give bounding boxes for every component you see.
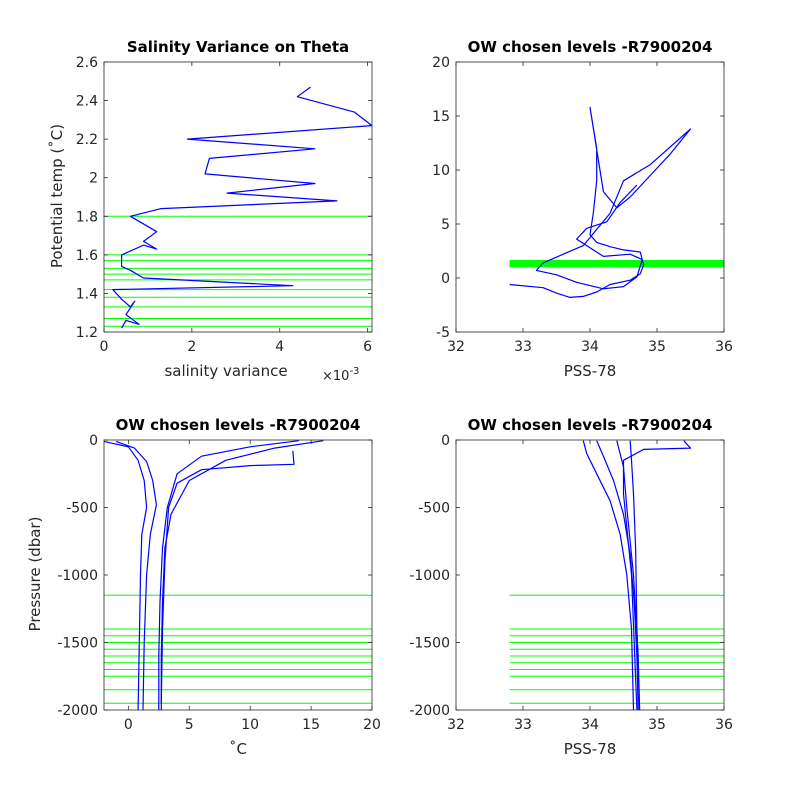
x-axis-label: ˚C bbox=[229, 740, 247, 758]
x-exponent-base: ×10 bbox=[322, 369, 349, 384]
y-tick-label: 5 bbox=[441, 217, 450, 233]
x-tick-label: 33 bbox=[514, 339, 532, 355]
profile-line bbox=[160, 440, 324, 710]
x-tick-label: 32 bbox=[447, 717, 465, 733]
y-tick-label: 1.6 bbox=[76, 248, 98, 264]
x-tick-label: 35 bbox=[648, 717, 666, 733]
y-tick-label: 2.2 bbox=[76, 132, 98, 148]
panel-salinity-pressure: OW chosen levels -R7900204 PSS-78 32 33 34… bbox=[409, 416, 733, 758]
chosen-levels bbox=[104, 215, 372, 327]
series-group bbox=[104, 440, 324, 710]
x-tick-label: 6 bbox=[363, 339, 372, 355]
y-tick-label: -1000 bbox=[409, 568, 450, 584]
y-tick-label: -500 bbox=[418, 501, 450, 517]
panel-temperature-pressure: OW chosen levels -R7900204 ˚C Pressure (… bbox=[26, 416, 381, 758]
x-tick-label: 34 bbox=[581, 717, 599, 733]
x-tick-label: 33 bbox=[514, 717, 532, 733]
x-axis-label: PSS-78 bbox=[564, 362, 617, 380]
x-tick-label: 32 bbox=[447, 339, 465, 355]
series-group bbox=[112, 86, 372, 329]
x-tick-label: 36 bbox=[715, 339, 733, 355]
axes-box bbox=[103, 61, 373, 333]
x-axis-label: PSS-78 bbox=[564, 740, 617, 758]
x-exponent-label: ×10-3 bbox=[322, 366, 359, 384]
y-tick-label: 2.4 bbox=[76, 94, 98, 110]
profile-line bbox=[596, 440, 639, 710]
profile-line bbox=[104, 440, 148, 710]
y-tick-label: 2 bbox=[89, 171, 98, 187]
x-tick-label: 35 bbox=[648, 339, 666, 355]
series-group bbox=[582, 440, 692, 710]
profile-line bbox=[509, 106, 692, 298]
y-tick-label: 0 bbox=[441, 433, 450, 449]
profile-line bbox=[115, 440, 157, 710]
y-tick-label: 1.2 bbox=[76, 325, 98, 341]
profile-line bbox=[160, 450, 295, 704]
y-tick-label: 0 bbox=[441, 271, 450, 287]
panel-title: OW chosen levels -R7900204 bbox=[468, 38, 713, 56]
y-tick-label: -1500 bbox=[57, 636, 98, 652]
y-tick-label: -2000 bbox=[409, 703, 450, 719]
panel-title: Salinity Variance on Theta bbox=[127, 38, 349, 56]
x-tick-label: 0 bbox=[124, 717, 133, 733]
profile-line bbox=[622, 440, 692, 710]
chosen-levels bbox=[104, 594, 372, 704]
panel-title: OW chosen levels -R7900204 bbox=[116, 416, 361, 434]
y-tick-label: -2000 bbox=[57, 703, 98, 719]
x-tick-label: 20 bbox=[363, 717, 381, 733]
y-tick-label: 10 bbox=[432, 163, 450, 179]
x-tick-label: 15 bbox=[302, 717, 320, 733]
x-tick-label: 0 bbox=[100, 339, 109, 355]
y-tick-label: -1000 bbox=[57, 568, 98, 584]
x-axis-label: salinity variance bbox=[164, 362, 287, 380]
y-tick-label: -5 bbox=[436, 325, 450, 341]
y-tick-label: 15 bbox=[432, 109, 450, 125]
y-tick-label: 1.4 bbox=[76, 286, 98, 302]
y-tick-label: 1.8 bbox=[76, 209, 98, 225]
panel-title: OW chosen levels -R7900204 bbox=[468, 416, 713, 434]
x-tick-label: 36 bbox=[715, 717, 733, 733]
y-axis-label: Potential temp (˚C) bbox=[48, 124, 66, 268]
profile-line bbox=[582, 440, 635, 710]
y-tick-label: -500 bbox=[66, 501, 98, 517]
profile-line bbox=[616, 440, 641, 710]
x-tick-label: 34 bbox=[581, 339, 599, 355]
series-group bbox=[509, 106, 692, 298]
y-axis-label: Pressure (dbar) bbox=[26, 517, 44, 632]
x-tick-label: 5 bbox=[185, 717, 194, 733]
panel-theta-salinity: OW chosen levels -R7900204 PSS-78 32 33 34… bbox=[432, 38, 733, 380]
panel-salinity-variance: Salinity Variance on Theta salinity vari… bbox=[48, 38, 373, 384]
x-exponent-power: -3 bbox=[349, 366, 359, 377]
y-tick-label: 0 bbox=[89, 433, 98, 449]
y-tick-label: 2.6 bbox=[76, 55, 98, 71]
profile-line bbox=[112, 86, 372, 329]
y-tick-label: -1500 bbox=[409, 636, 450, 652]
x-tick-label: 4 bbox=[275, 339, 284, 355]
x-tick-label: 2 bbox=[187, 339, 196, 355]
chosen-levels bbox=[509, 594, 724, 704]
profile-line bbox=[158, 440, 299, 710]
x-tick-label: 10 bbox=[241, 717, 259, 733]
y-tick-label: 20 bbox=[432, 55, 450, 71]
